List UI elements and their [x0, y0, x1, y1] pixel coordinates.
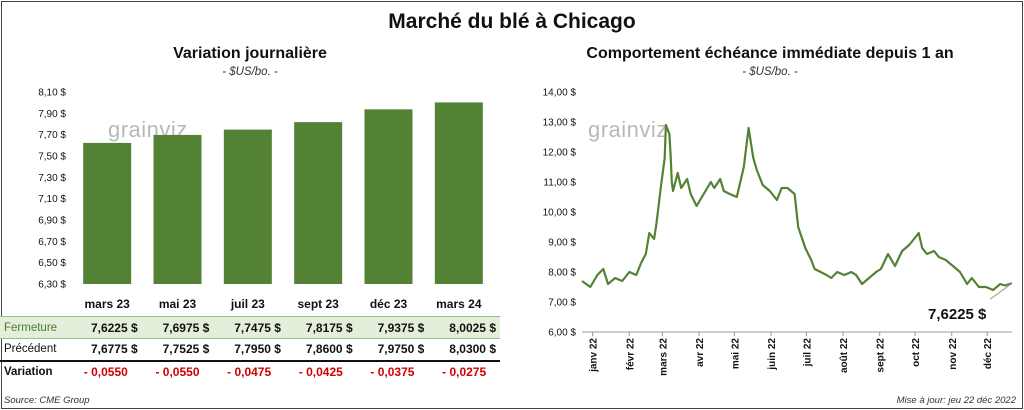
- y-tick-label: 11,00 $: [543, 178, 576, 189]
- y-tick-label: 12,00 $: [543, 148, 577, 159]
- y-tick-label: 14,00 $: [543, 88, 577, 99]
- y-tick-label: 8,00 $: [548, 268, 576, 279]
- x-category-label: mai 23: [159, 297, 197, 311]
- right-logo: grainviz: [588, 117, 668, 142]
- x-category-label: déc 23: [370, 297, 408, 311]
- bar: [153, 134, 202, 284]
- x-tick-label: nov 22: [948, 338, 959, 370]
- close-value: 7,6225 $: [70, 316, 142, 339]
- previous-value: 7,8600 $: [284, 338, 357, 362]
- y-tick-label: 7,90 $: [38, 109, 66, 120]
- previous-value: 7,6775 $: [70, 338, 142, 362]
- change-value: - 0,0475: [227, 365, 272, 379]
- previous-row-label: Précédent: [0, 338, 70, 362]
- x-tick-label: oct 22: [911, 338, 922, 367]
- close-value: 7,8175 $: [284, 316, 357, 339]
- close-value: 8,0025 $: [428, 316, 500, 339]
- source-note: Source: CME Group: [4, 395, 90, 406]
- y-tick-label: 9,00 $: [548, 238, 576, 249]
- x-category-label: juil 23: [230, 297, 265, 311]
- y-tick-label: 7,00 $: [548, 298, 576, 309]
- right-chart-subtitle: - $US/bo. -: [742, 66, 798, 78]
- bar: [83, 142, 132, 284]
- y-tick-label: 10,00 $: [543, 208, 577, 219]
- close-value: 7,9375 $: [356, 316, 429, 339]
- change-row: Variation - 0,0550 - 0,0550 - 0,0475 - 0…: [0, 361, 500, 383]
- y-tick-label: 7,70 $: [38, 130, 66, 141]
- left-chart-title: Variation journalière: [173, 45, 327, 62]
- x-category-label: mars 23: [84, 297, 130, 311]
- close-row-label: Fermeture: [0, 316, 70, 339]
- close-value: 7,6975 $: [141, 316, 214, 339]
- previous-value: 7,7525 $: [141, 338, 214, 362]
- change-value: - 0,0275: [442, 365, 487, 379]
- previous-row: Précédent 7,6775 $ 7,7525 $ 7,7950 $ 7,8…: [0, 338, 500, 362]
- y-tick-label: 7,10 $: [38, 194, 66, 205]
- change-value: - 0,0375: [370, 365, 415, 379]
- previous-value: 8,0300 $: [428, 338, 500, 362]
- previous-value: 7,9750 $: [356, 338, 429, 362]
- y-tick-label: 6,50 $: [38, 258, 66, 269]
- x-tick-label: août 22: [839, 338, 850, 373]
- main-title: Marché du blé à Chicago: [388, 10, 636, 33]
- close-value: 7,7475 $: [213, 316, 285, 339]
- change-value: - 0,0425: [298, 365, 343, 379]
- update-note: Mise à jour: jeu 22 déc 2022: [896, 395, 1016, 406]
- x-tick-label: févr 22: [625, 338, 636, 371]
- y-tick-label: 6,70 $: [38, 237, 66, 248]
- bar: [434, 102, 483, 285]
- x-category-label: sept 23: [297, 297, 339, 311]
- y-tick-label: 7,30 $: [38, 173, 66, 184]
- change-row-label: Variation: [4, 366, 53, 378]
- bar-chart: 8,10 $ 7,90 $ 7,70 $ 7,50 $ 7,30 $ 7,10 $ 6,90…: [38, 88, 483, 311]
- close-row: Fermeture 7,6225 $ 7,6975 $ 7,7475 $ 7,8…: [0, 316, 500, 339]
- contracts-table: Fermeture 7,6225 $ 7,6975 $ 7,7475 $ 7,8…: [0, 316, 500, 383]
- x-category-label: mars 24: [436, 297, 482, 311]
- x-tick-label: sept 22: [876, 338, 887, 373]
- bar: [294, 122, 343, 284]
- y-tick-label: 6,90 $: [38, 216, 66, 227]
- line-chart: 14,00 $ 13,00 $ 12,00 $ 11,00 $ 10,00 $ 9,00 …: [543, 88, 1013, 376]
- price-line: [581, 123, 1013, 292]
- y-tick-label: 6,00 $: [548, 328, 576, 339]
- x-tick-label: mars 22: [658, 338, 669, 376]
- change-value: - 0,0550: [83, 365, 128, 379]
- previous-value: 7,7950 $: [213, 338, 285, 362]
- right-chart-title: Comportement échéance immédiate depuis 1…: [586, 45, 954, 62]
- x-tick-label: juin 22: [767, 338, 778, 371]
- last-value-label: 7,6225 $: [928, 306, 987, 323]
- last-value-leader: [989, 282, 1013, 300]
- x-tick-label: avr 22: [695, 338, 706, 367]
- y-tick-label: 7,50 $: [38, 152, 66, 163]
- y-tick-label: 6,30 $: [38, 280, 66, 291]
- x-tick-label: déc 22: [983, 338, 994, 370]
- left-chart-subtitle: - $US/bo. -: [222, 66, 278, 78]
- change-value: - 0,0550: [155, 365, 200, 379]
- x-tick-label: janv 22: [589, 338, 600, 373]
- y-tick-label: 8,10 $: [38, 88, 66, 99]
- x-tick-label: juil 22: [802, 338, 813, 368]
- x-tick-label: mai 22: [730, 338, 741, 370]
- bar: [364, 109, 413, 284]
- bar: [223, 129, 272, 284]
- y-tick-label: 13,00 $: [543, 118, 577, 129]
